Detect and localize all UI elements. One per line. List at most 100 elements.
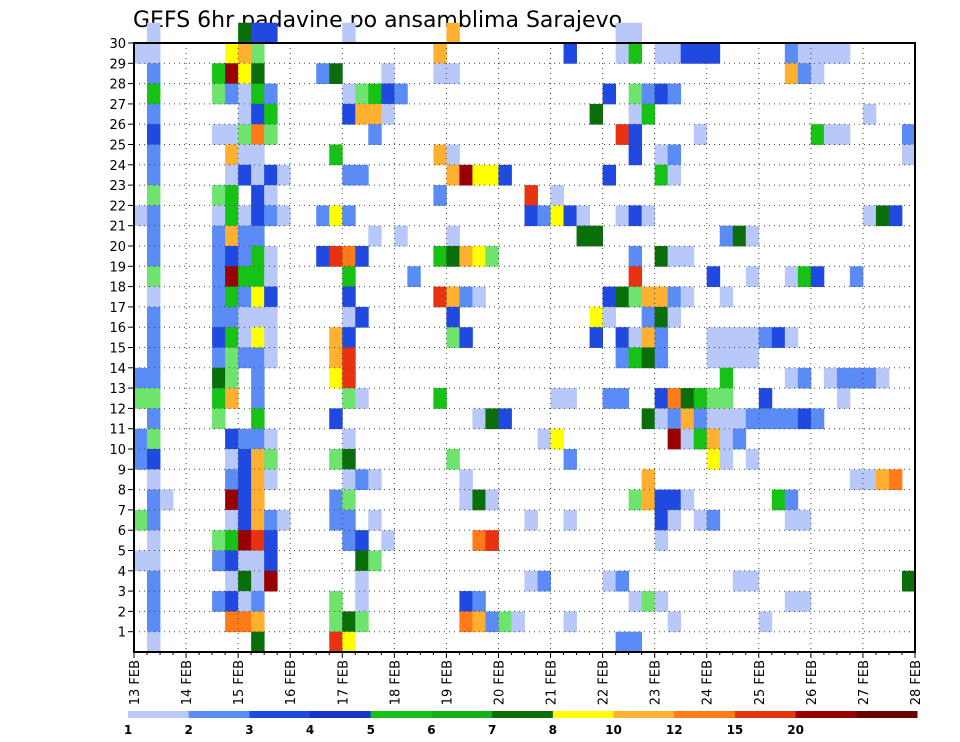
- heatmap-cell: [381, 530, 395, 551]
- heatmap-cell: [706, 266, 721, 287]
- heatmap-cell: [485, 489, 499, 511]
- heatmap-cell: [238, 550, 252, 572]
- heatmap-cell: [225, 611, 239, 633]
- heatmap-cell: [381, 103, 395, 125]
- heatmap-cell: [342, 83, 356, 105]
- heatmap-cell: [459, 286, 473, 308]
- heatmap-cell: [238, 327, 252, 348]
- legend-label: 12: [666, 723, 683, 737]
- heatmap-cell: [654, 347, 669, 369]
- legend-swatch: [370, 711, 432, 718]
- heatmap-cell: [225, 327, 239, 348]
- heatmap-cell: [810, 266, 825, 287]
- y-tick-label: 3: [118, 585, 126, 600]
- heatmap-cell: [342, 164, 356, 186]
- heatmap-cell: [212, 205, 226, 227]
- heatmap-cell: [355, 103, 369, 125]
- heatmap-cell: [212, 63, 226, 84]
- heatmap-cell: [251, 246, 265, 267]
- legend-swatch: [856, 711, 918, 718]
- heatmap-cell: [264, 306, 278, 328]
- heatmap-cell: [238, 22, 252, 44]
- heatmap-cell: [225, 246, 239, 267]
- heatmap-cell: [862, 469, 877, 490]
- heatmap-cell: [459, 164, 473, 186]
- heatmap-cell: [784, 43, 799, 64]
- heatmap-cell: [251, 611, 265, 633]
- heatmap-cell: [823, 124, 838, 145]
- heatmap-cell: [225, 83, 239, 105]
- heatmap-cell: [147, 509, 161, 531]
- heatmap-cell: [693, 43, 708, 64]
- y-tick-label: 13: [109, 382, 126, 397]
- heatmap-cell: [563, 43, 577, 64]
- heatmap-cell: [147, 550, 161, 572]
- heatmap-cell: [368, 124, 382, 145]
- heatmap-cell: [225, 509, 239, 531]
- heatmap-cell: [602, 306, 617, 328]
- heatmap-cell: [563, 509, 577, 531]
- heatmap-cell: [251, 631, 265, 653]
- heatmap-cell: [654, 530, 669, 551]
- heatmap-cell: [329, 327, 343, 348]
- y-tick-label: 21: [109, 220, 126, 235]
- heatmap-cell: [225, 63, 239, 84]
- heatmap-cell: [524, 570, 538, 592]
- heatmap-cell: [264, 570, 278, 592]
- heatmap-cell: [264, 246, 278, 267]
- heatmap-cell: [212, 124, 226, 145]
- y-tick-label: 23: [109, 179, 126, 194]
- heatmap-cell: [147, 347, 161, 369]
- heatmap-cell: [277, 205, 291, 227]
- heatmap-cell: [355, 611, 369, 633]
- heatmap-cell: [342, 428, 356, 450]
- heatmap-cell: [615, 124, 630, 145]
- chart-title: GEFS 6hr padavine po ansamblima Sarajevo: [133, 8, 622, 33]
- heatmap-cell: [134, 367, 148, 389]
- heatmap-cell: [134, 388, 148, 409]
- heatmap-cell: [472, 408, 486, 430]
- heatmap-cell: [251, 103, 265, 125]
- heatmap-cell: [238, 449, 252, 470]
- heatmap-cell: [745, 408, 760, 430]
- heatmap-cell: [225, 185, 239, 206]
- heatmap-cell: [810, 124, 825, 145]
- heatmap-cell: [706, 428, 721, 450]
- heatmap-cell: [628, 286, 643, 308]
- heatmap-cell: [147, 469, 161, 490]
- legend-swatch: [674, 711, 736, 718]
- heatmap-cell: [251, 43, 265, 64]
- heatmap-cell: [615, 570, 630, 592]
- heatmap-cell: [654, 164, 669, 186]
- legend-swatch: [734, 711, 797, 718]
- heatmap-cell: [251, 550, 265, 572]
- heatmap-cell: [459, 469, 473, 490]
- heatmap-cell: [264, 83, 278, 105]
- heatmap-cell: [225, 570, 239, 592]
- heatmap-cell: [212, 591, 226, 612]
- heatmap-cell: [667, 408, 682, 430]
- legend-label: 7: [488, 723, 496, 737]
- heatmap-cell: [238, 103, 252, 125]
- heatmap-cell: [823, 367, 838, 389]
- heatmap-cell: [264, 124, 278, 145]
- heatmap-cell: [264, 428, 278, 450]
- heatmap-cell: [550, 205, 564, 227]
- heatmap-cell: [251, 286, 265, 308]
- heatmap-cell: [524, 509, 538, 531]
- heatmap-cell: [836, 43, 851, 64]
- heatmap-cell: [329, 449, 343, 470]
- x-tick-label: 16 FEB: [284, 660, 299, 705]
- y-tick-label: 1: [118, 626, 126, 641]
- heatmap-cell: [329, 591, 343, 612]
- heatmap-cell: [264, 509, 278, 531]
- heatmap-cell: [238, 530, 252, 551]
- heatmap-cell: [251, 428, 265, 450]
- heatmap-cell: [251, 388, 265, 409]
- heatmap-cell: [836, 388, 851, 409]
- heatmap-cell: [355, 570, 369, 592]
- legend-swatch: [552, 711, 615, 718]
- y-tick-label: 9: [118, 463, 126, 478]
- y-tick-label: 6: [118, 524, 126, 539]
- heatmap-cell: [251, 306, 265, 328]
